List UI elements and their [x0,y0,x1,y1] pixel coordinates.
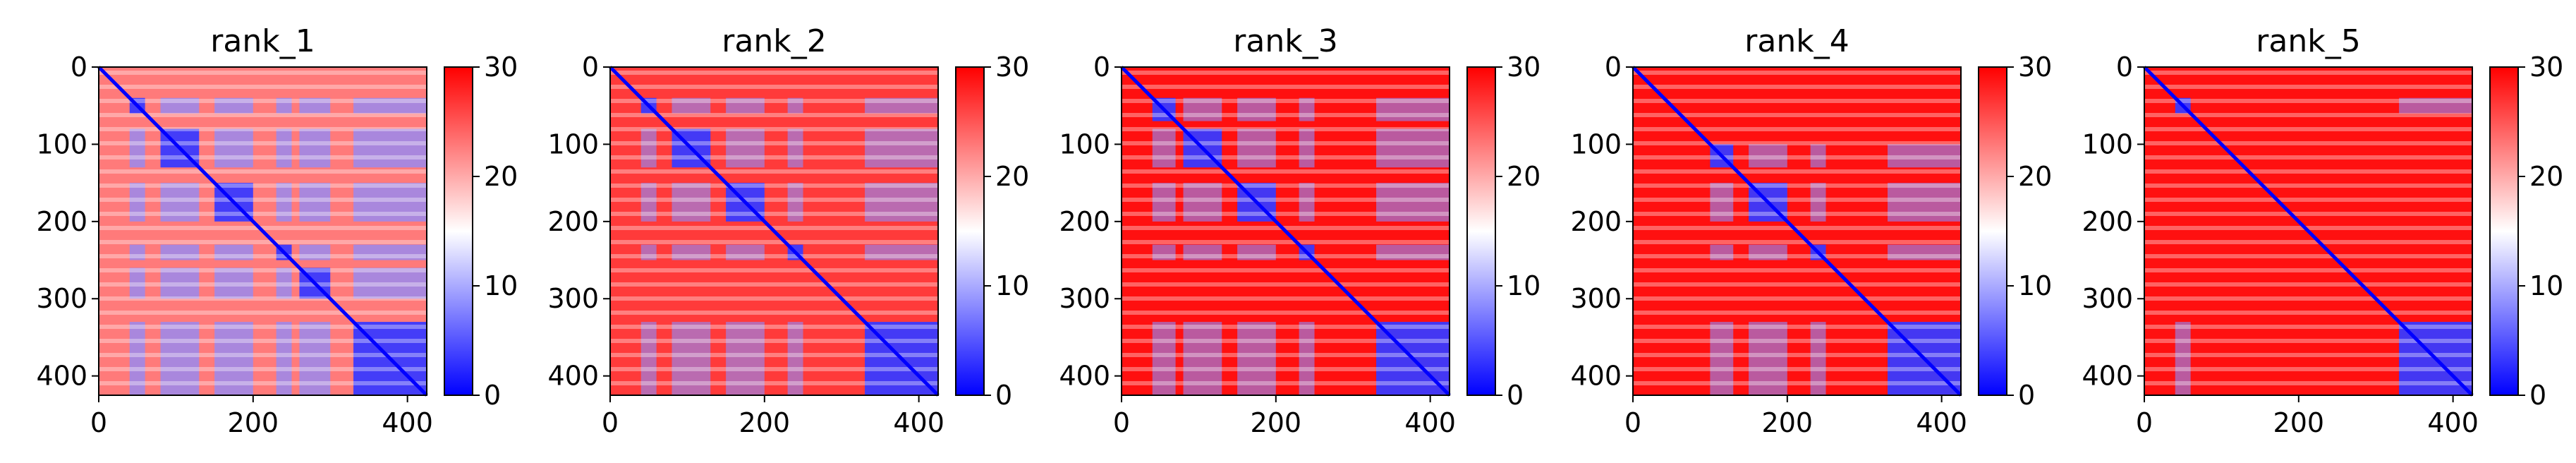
y-tick-label: 100 [36,128,87,160]
x-tick-label: 200 [1251,407,1302,438]
colorbar-tick-label: 10 [484,270,518,301]
colorbar-tick-label: 0 [995,380,1012,411]
y-tick-label: 0 [1093,52,1110,83]
colorbar-tick-label: 30 [2018,52,2052,83]
x-tick-label: 400 [893,407,944,438]
heatmap-diagonal [97,66,428,397]
x-tick-label: 400 [1404,407,1456,438]
y-tick-label: 0 [582,52,599,83]
colorbar-tick-label: 30 [1507,52,1541,83]
y-tick-label: 300 [547,283,599,314]
colorbar-tick-label: 30 [995,52,1029,83]
x-tick-label: 0 [1624,407,1641,438]
colorbar-tick-label: 20 [2529,161,2563,192]
x-tick-label: 0 [2136,407,2153,438]
plot-frame [1121,66,1450,396]
y-tick-label: 0 [1605,52,1622,83]
colorbar [955,66,985,396]
chart-title: rank_3 [1233,23,1337,59]
x-tick-label: 200 [2273,407,2325,438]
colorbar-tick-label: 0 [1507,380,1524,411]
y-tick-label: 200 [1059,206,1110,237]
chart-title: rank_4 [1744,23,1849,59]
heatmap-diagonal [1120,66,1451,397]
x-tick-label: 0 [90,407,107,438]
colorbar-tick-label: 10 [995,270,1029,301]
y-tick-label: 200 [547,206,599,237]
y-tick-label: 0 [71,52,87,83]
plot-frame [2144,66,2473,396]
heatmap-diagonal [609,66,940,397]
colorbar-tick-label: 10 [2018,270,2052,301]
y-tick-label: 400 [547,361,599,392]
y-tick-label: 400 [1570,361,1622,392]
y-tick-label: 400 [36,361,87,392]
x-tick-label: 200 [739,407,791,438]
colorbar [444,66,473,396]
plot-frame [1632,66,1962,396]
colorbar-tick-label: 30 [2529,52,2563,83]
y-tick-label: 200 [1570,206,1622,237]
chart-title: rank_1 [210,23,315,59]
colorbar-tick-label: 0 [484,380,501,411]
y-tick-label: 100 [1059,128,1110,160]
y-tick-label: 300 [1570,283,1622,314]
colorbar-tick-label: 20 [2018,161,2052,192]
heatmap-diagonal [2143,66,2474,397]
heatmap-diagonal [1632,66,1962,397]
y-tick-label: 400 [2082,361,2133,392]
x-tick-label: 200 [1762,407,1813,438]
colorbar-tick-label: 20 [484,161,518,192]
chart-title: rank_5 [2256,23,2360,59]
colorbar-tick-label: 0 [2529,380,2546,411]
x-tick-label: 200 [228,407,279,438]
y-tick-label: 300 [2082,283,2133,314]
x-tick-label: 400 [382,407,433,438]
colorbar-tick-label: 10 [1507,270,1541,301]
y-tick-label: 400 [1059,361,1110,392]
plot-frame [609,66,939,396]
y-tick-label: 0 [2116,52,2133,83]
colorbar-tick-label: 10 [2529,270,2563,301]
colorbar-tick-label: 20 [995,161,1029,192]
x-tick-label: 400 [2427,407,2479,438]
colorbar-tick-label: 30 [484,52,518,83]
y-tick-label: 300 [36,283,87,314]
x-tick-label: 400 [1916,407,1967,438]
chart-title: rank_2 [722,23,826,59]
colorbar [1978,66,2007,396]
colorbar [1466,66,1496,396]
colorbar-tick-label: 0 [2018,380,2035,411]
x-tick-label: 0 [602,407,619,438]
plot-frame [98,66,427,396]
y-tick-label: 200 [36,206,87,237]
y-tick-label: 300 [1059,283,1110,314]
colorbar-tick-label: 20 [1507,161,1541,192]
y-tick-label: 100 [547,128,599,160]
x-tick-label: 0 [1113,407,1130,438]
y-tick-label: 200 [2082,206,2133,237]
y-tick-label: 100 [1570,128,1622,160]
y-tick-label: 100 [2082,128,2133,160]
colorbar [2489,66,2519,396]
